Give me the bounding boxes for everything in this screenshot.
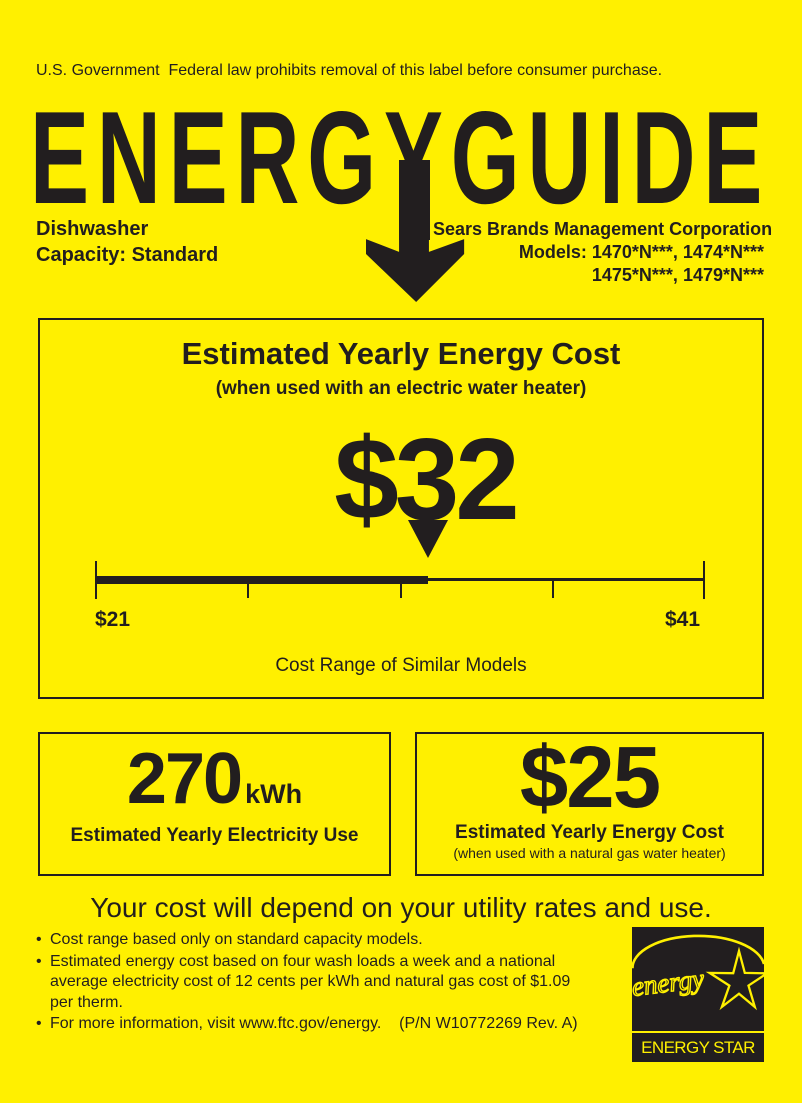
svg-text:energy: energy	[632, 963, 706, 1002]
